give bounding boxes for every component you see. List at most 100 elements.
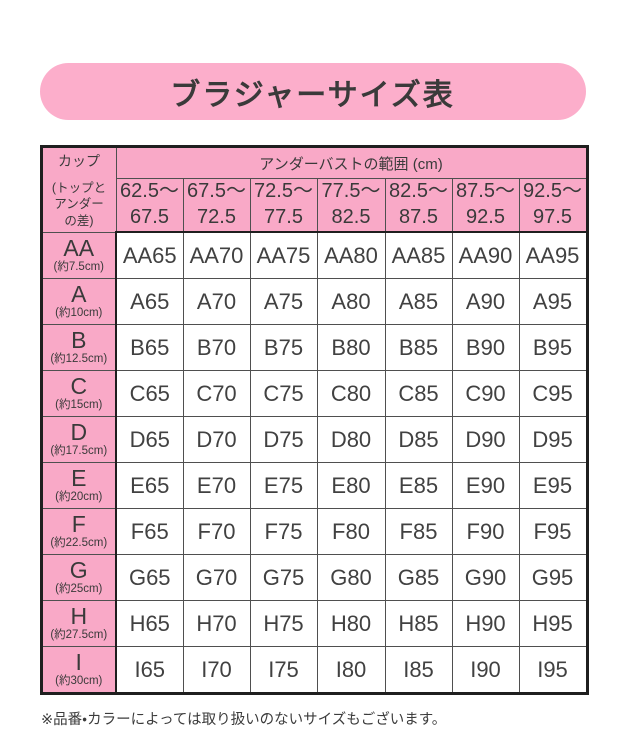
- size-cell: E75: [249, 462, 318, 509]
- size-cell: G80: [316, 554, 386, 601]
- title-banner: ブラジャーサイズ表: [39, 63, 586, 120]
- cup-row-header: E (約20cm): [40, 462, 117, 509]
- size-cell: G90: [451, 554, 520, 601]
- cup-diff-label: (約12.5cm): [50, 353, 108, 366]
- cup-letter: E: [71, 465, 87, 492]
- size-cell: AA90: [451, 231, 520, 279]
- size-cell: C65: [115, 370, 184, 417]
- size-cell: E70: [182, 462, 251, 509]
- cup-row-header: AA (約7.5cm): [40, 231, 117, 279]
- size-cell: A70: [182, 278, 251, 325]
- cup-letter: AA: [63, 235, 95, 262]
- range-end: 67.5: [130, 206, 169, 228]
- size-cell: G85: [384, 554, 453, 601]
- size-cell: D95: [518, 416, 588, 463]
- size-cell: A80: [316, 278, 386, 325]
- size-cell: D65: [115, 416, 184, 463]
- size-cell: D75: [249, 416, 318, 463]
- cup-diff-label: (約25cm): [55, 583, 103, 596]
- size-table-body: AA (約7.5cm) AA65 AA70 AA75 AA80 AA85 AA90 AA95 A(…: [40, 231, 588, 694]
- size-cell: A85: [384, 278, 453, 325]
- cup-letter: F: [71, 511, 86, 538]
- cup-diff-label: (約30cm): [55, 675, 103, 688]
- underbust-header-row: カップ (トップと アンダー の差) アンダーバストの範囲 (cm): [40, 146, 588, 233]
- cup-row-header: D (約17.5cm): [40, 416, 117, 463]
- size-cell: H75: [249, 600, 318, 647]
- range-start: 92.5～: [523, 180, 582, 203]
- range-header-row: 62.5～ 67.5 67.5～ 72.5 72.5～ 77.5 77.5～ 82.5 82.5…: [41, 178, 588, 233]
- cup-row-header: A (約10cm): [40, 278, 117, 325]
- size-cell: H85: [384, 600, 453, 647]
- table-row: AA (約7.5cm) AA65 AA70 AA75 AA80 AA85 AA90 AA95: [40, 231, 588, 279]
- cup-letter: I: [75, 649, 82, 676]
- size-cell: H65: [115, 600, 184, 647]
- cup-header-subline: (トップと: [51, 180, 107, 195]
- table-row: D (約17.5cm) D65 D70 D75 D80 D85 D90 D95: [40, 416, 588, 463]
- size-cell: F85: [384, 508, 453, 555]
- cup-corner-header: カップ (トップと アンダー の差): [40, 146, 117, 233]
- size-cell: H95: [518, 600, 588, 647]
- footnote: ※品番・カラーによっては取り扱いのないサイズもございます。: [41, 712, 447, 728]
- cup-diff-label: (約17.5cm): [50, 445, 108, 458]
- cup-row-header: I (約30cm): [40, 646, 117, 694]
- table-row: A (約10cm) A65 A70 A75 A80 A85 A90 A95: [40, 278, 588, 325]
- cup-diff-label: (約7.5cm): [53, 261, 104, 274]
- table-row: B (約12.5cm) B65 B70 B75 B80 B85 B90 B95: [40, 324, 588, 371]
- cup-letter: C: [70, 373, 88, 400]
- size-cell: B65: [115, 324, 184, 371]
- size-cell: G70: [182, 554, 251, 601]
- range-start: 77.5～: [321, 180, 381, 203]
- range-end: 97.5: [533, 206, 572, 228]
- size-cell: C75: [249, 370, 318, 417]
- size-cell: B70: [182, 324, 251, 371]
- table-row: I (約30cm) I65 I70 I75 I80 I85 I90 I95: [40, 646, 588, 694]
- cup-diff-label: (約10cm): [55, 307, 103, 320]
- cup-diff-label: (約15cm): [55, 399, 103, 412]
- size-table: カップ (トップと アンダー の差) アンダーバストの範囲 (cm) 62.5～…: [39, 145, 589, 695]
- size-cell: C80: [316, 370, 386, 417]
- size-cell: I90: [451, 646, 520, 694]
- size-cell: G65: [115, 554, 184, 601]
- range-start: 67.5～: [187, 180, 246, 203]
- cup-row-header: B (約12.5cm): [40, 324, 117, 371]
- size-cell: B85: [384, 324, 453, 371]
- size-cell: A95: [518, 278, 588, 325]
- cup-letter: H: [70, 603, 88, 630]
- table-row: E (約20cm) E65 E70 E75 E80 E85 E90 E95: [40, 462, 588, 509]
- size-cell: H90: [451, 600, 520, 647]
- size-cell: I95: [518, 646, 588, 694]
- cup-letter: A: [71, 281, 87, 308]
- size-cell: E90: [451, 462, 520, 509]
- underbust-range-header: 82.5～ 87.5: [384, 178, 453, 233]
- range-start: 62.5～: [120, 180, 179, 203]
- size-cell: A75: [249, 278, 318, 325]
- size-cell: AA80: [316, 231, 386, 279]
- cup-diff-label: (約20cm): [55, 491, 103, 504]
- size-cell: I80: [316, 646, 386, 694]
- underbust-range-header: 92.5～ 97.5: [518, 178, 588, 233]
- size-cell: F65: [115, 508, 184, 555]
- size-table-wrap: カップ (トップと アンダー の差) アンダーバストの範囲 (cm) 62.5～…: [39, 145, 589, 695]
- size-cell: D85: [384, 416, 453, 463]
- size-cell: I65: [115, 646, 184, 694]
- size-cell: I70: [182, 646, 251, 694]
- size-cell: H70: [182, 600, 251, 647]
- cup-letter: G: [69, 557, 88, 584]
- size-cell: B90: [451, 324, 520, 371]
- size-cell: C95: [518, 370, 588, 417]
- size-cell: AA75: [249, 231, 318, 279]
- range-end: 77.5: [264, 206, 303, 228]
- size-cell: D80: [316, 416, 386, 463]
- cup-header-label: カップ: [58, 152, 100, 169]
- cup-diff-label: (約27.5cm): [50, 629, 108, 642]
- cup-diff-label: (約22.5cm): [50, 537, 108, 550]
- size-cell: B95: [518, 324, 588, 371]
- size-cell: AA85: [384, 231, 453, 279]
- size-cell: F80: [316, 508, 386, 555]
- cup-header-subline: の差): [64, 213, 94, 228]
- range-start: 87.5～: [456, 180, 515, 203]
- size-cell: D90: [451, 416, 520, 463]
- size-cell: C90: [451, 370, 520, 417]
- size-cell: A90: [451, 278, 520, 325]
